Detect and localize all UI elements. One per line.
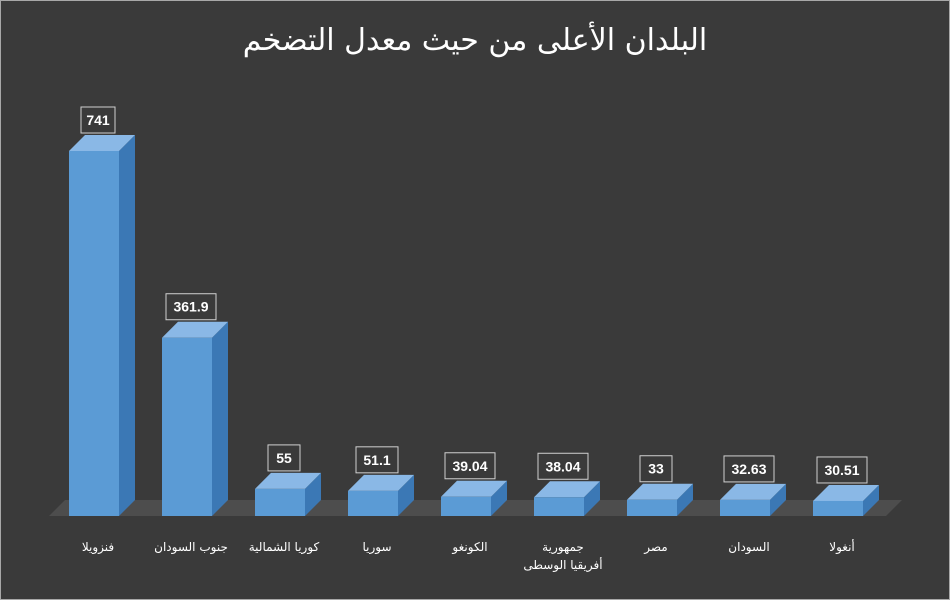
bar-6	[627, 499, 677, 516]
bar-4	[441, 496, 491, 516]
bar-side-4	[491, 480, 507, 516]
bar-3	[348, 490, 398, 516]
data-label-box-4	[444, 452, 496, 480]
bar-5	[534, 497, 584, 516]
category-label-1: جنوب السودان	[154, 540, 228, 555]
data-label-0: 741	[86, 112, 110, 128]
bar-top-0	[69, 135, 135, 151]
bar-side-1	[212, 321, 228, 516]
bar-top-6	[627, 483, 693, 500]
bar-1	[162, 337, 212, 516]
category-label-8: أنغولا	[829, 539, 855, 555]
data-label-box-2	[267, 444, 301, 472]
bar-top-8	[813, 484, 879, 501]
bar-top-2	[255, 472, 321, 489]
category-label-4: الكونغو	[451, 540, 487, 555]
bar-top-3	[348, 474, 414, 491]
bar-top-4	[441, 480, 507, 497]
category-label-5-line-0: جمهورية	[542, 540, 584, 555]
data-label-7: 32.63	[731, 461, 766, 477]
category-label-7: السودان	[728, 540, 769, 555]
bar-8	[813, 500, 863, 516]
chart-title: البلدان الأعلى من حيث معدل التضخم	[242, 23, 708, 58]
data-label-4: 39.04	[452, 458, 487, 474]
bar-top-5	[534, 481, 600, 498]
data-label-3: 51.1	[363, 452, 390, 468]
bar-side-2	[305, 472, 321, 516]
category-label-3: سوريا	[362, 540, 391, 555]
data-label-box-0	[80, 106, 116, 134]
bar-side-3	[398, 474, 414, 516]
category-label-2: كوريا الشمالية	[249, 540, 320, 555]
data-label-box-3	[355, 446, 399, 474]
bar-0	[69, 151, 119, 516]
bar-2	[255, 488, 305, 516]
data-label-box-1	[165, 293, 217, 321]
bar-7	[720, 499, 770, 516]
category-label-5-line-1: أفريقيا الوسطى	[523, 557, 602, 573]
category-label-0: فنزويلا	[82, 540, 114, 555]
data-label-box-5	[537, 452, 589, 480]
bar-side-7	[770, 483, 786, 516]
bar-top-1	[162, 321, 228, 338]
data-label-5: 38.04	[545, 458, 580, 474]
data-label-6: 33	[648, 461, 664, 477]
bar-side-5	[584, 481, 600, 516]
data-label-box-8	[816, 456, 868, 484]
data-label-box-6	[639, 455, 673, 483]
data-label-box-7	[723, 455, 775, 483]
data-label-1: 361.9	[173, 299, 208, 315]
bar-side-6	[677, 483, 693, 516]
data-label-8: 30.51	[824, 462, 859, 478]
bar-side-0	[119, 135, 135, 516]
bar-top-7	[720, 483, 786, 500]
data-label-2: 55	[276, 450, 292, 466]
category-label-6: مصر	[643, 540, 667, 555]
bar-side-8	[863, 484, 879, 516]
